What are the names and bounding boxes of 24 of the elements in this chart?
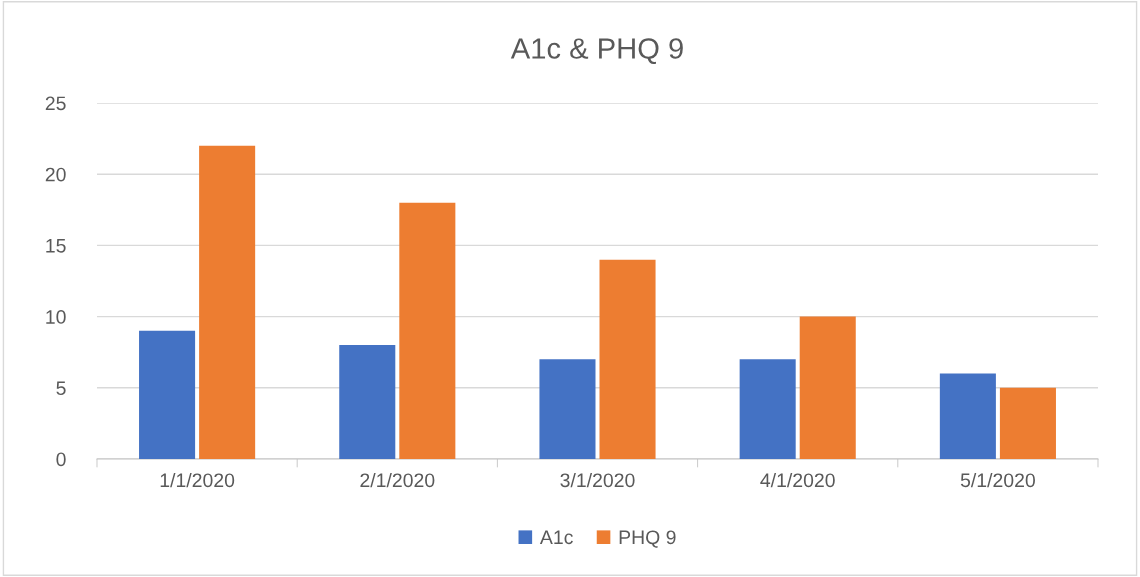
bar (739, 359, 796, 459)
bar (339, 345, 396, 459)
bar (799, 316, 856, 459)
y-tick-label: 20 (45, 167, 66, 182)
legend-label: A1c (539, 530, 573, 545)
x-tick-label: 5/1/2020 (960, 472, 1035, 488)
y-tick-label: 25 (45, 96, 66, 111)
y-tick-label: 15 (46, 239, 66, 253)
bar (999, 387, 1056, 459)
bar (399, 202, 456, 459)
x-tick-label: 3/1/2020 (560, 472, 635, 488)
chart-title: A1c & PHQ 9 (510, 38, 683, 65)
y-tick-label: 0 (56, 452, 66, 467)
bar (199, 145, 256, 459)
x-tick-label: 1/1/2020 (160, 472, 235, 488)
x-tick-label: 4/1/2020 (760, 472, 835, 488)
bar (539, 359, 596, 459)
y-tick-label: 10 (46, 310, 66, 324)
bar (599, 259, 656, 459)
legend-label: PHQ 9 (619, 530, 676, 548)
bar (139, 330, 196, 459)
x-tick-label: 2/1/2020 (360, 472, 435, 488)
bar (939, 373, 996, 459)
y-tick-label: 5 (56, 381, 66, 396)
